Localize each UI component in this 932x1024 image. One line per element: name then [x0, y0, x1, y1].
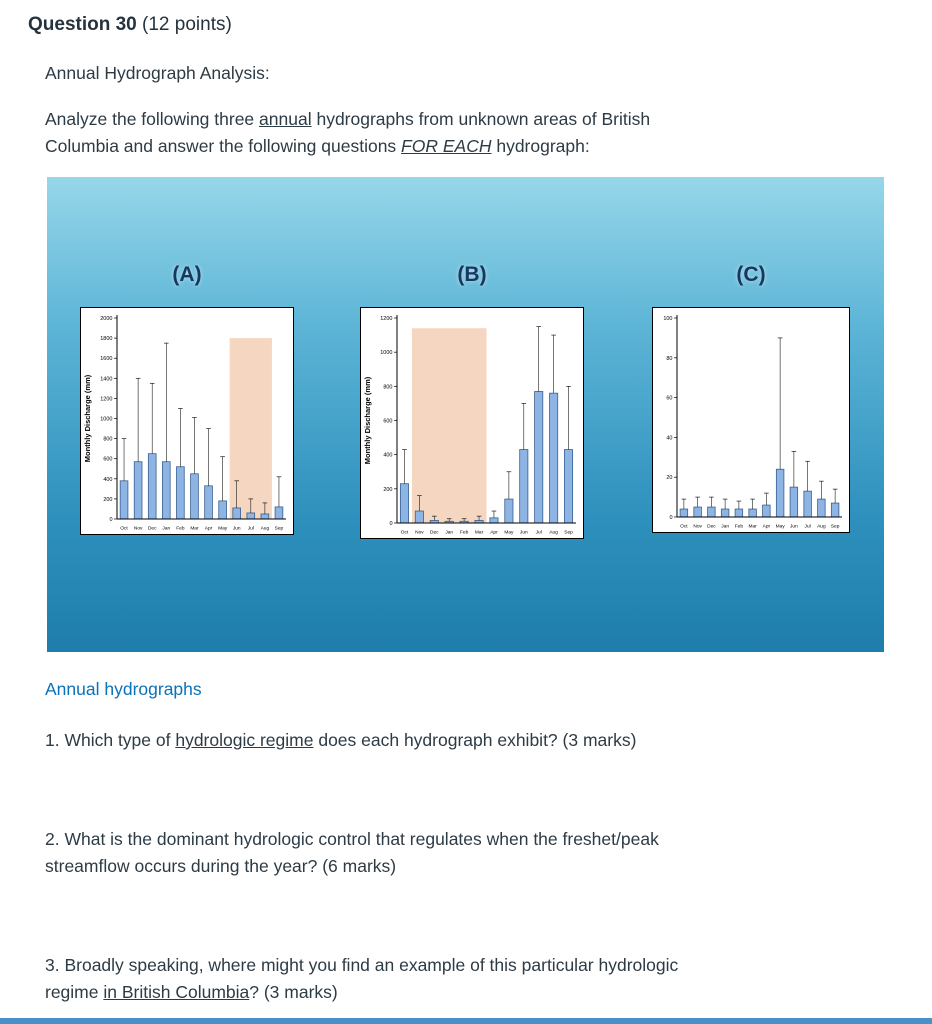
svg-text:Nov: Nov: [415, 530, 424, 536]
svg-text:Jun: Jun: [520, 530, 528, 536]
svg-text:May: May: [504, 530, 514, 536]
svg-text:400: 400: [383, 453, 392, 459]
svg-text:1600: 1600: [100, 356, 112, 362]
svg-text:Mar: Mar: [475, 530, 484, 536]
svg-text:Apr: Apr: [205, 526, 213, 532]
intro-text-3: hydrograph:: [491, 136, 590, 156]
svg-text:200: 200: [383, 487, 392, 493]
intro-underline-annual: annual: [259, 109, 312, 129]
question-title: Question 30 (12 points): [28, 14, 232, 36]
chart-column-a: (A) 0 200 400 600 800 1000 1200 1400 1600 1800 200…: [80, 263, 294, 535]
chart-column-c: (C) 0 20 40 60 80 100 Oct Nov Dec Jan Feb Mar Apr May…: [652, 263, 850, 533]
q1-text-2: does each hydrograph exhibit? (3 marks): [313, 730, 637, 750]
svg-text:Apr: Apr: [490, 530, 498, 536]
q3-text-2: ? (3 marks): [249, 982, 338, 1002]
svg-text:1000: 1000: [100, 417, 112, 423]
svg-text:0: 0: [669, 515, 672, 521]
chart-c-hydrograph: 0 20 40 60 80 100 Oct Nov Dec Jan Feb Mar Apr May Jun J…: [663, 315, 842, 530]
svg-text:Jan: Jan: [445, 530, 453, 536]
svg-text:100: 100: [663, 316, 672, 322]
svg-text:Jul: Jul: [805, 524, 811, 530]
svg-text:Nov: Nov: [134, 526, 143, 532]
svg-text:20: 20: [666, 475, 672, 481]
svg-text:600: 600: [103, 457, 112, 463]
chart-a-label: (A): [172, 263, 202, 286]
svg-text:Nov: Nov: [693, 524, 702, 530]
chart-c-label: (C): [736, 263, 766, 286]
svg-text:Jun: Jun: [790, 524, 798, 530]
chart-column-b: (B) 0 200 400 600 800 1000 1200 Oct Nov Dec Jan Feb…: [360, 263, 584, 539]
svg-text:Sep: Sep: [275, 526, 284, 532]
svg-text:600: 600: [383, 419, 392, 425]
question-3: 3. Broadly speaking, where might you fin…: [45, 952, 885, 1006]
q1-text-1: 1. Which type of: [45, 730, 176, 750]
svg-text:40: 40: [666, 435, 672, 441]
svg-text:0: 0: [389, 521, 392, 527]
svg-text:400: 400: [103, 477, 112, 483]
question-intro: Analyze the following three annual hydro…: [45, 106, 885, 160]
svg-text:1800: 1800: [100, 336, 112, 342]
svg-text:2000: 2000: [100, 316, 112, 322]
svg-text:Dec: Dec: [707, 524, 716, 530]
svg-text:Feb: Feb: [176, 526, 185, 532]
svg-text:Oct: Oct: [680, 524, 688, 530]
q3-text-1: 3. Broadly speaking, where might you fin…: [45, 955, 679, 1002]
intro-underline-for-each: FOR EACH: [401, 136, 492, 156]
chart-b-hydrograph: 0 200 400 600 800 1000 1200 Oct Nov Dec Jan Feb Mar A…: [363, 315, 576, 536]
svg-text:0: 0: [109, 517, 112, 523]
svg-text:Apr: Apr: [763, 524, 771, 530]
chart-a-hydrograph: 0 200 400 600 800 1000 1200 1400 1600 1800 2000 Oct…: [83, 315, 286, 532]
chart-c-panel: 0 20 40 60 80 100 Oct Nov Dec Jan Feb Mar Apr May Jun J…: [652, 307, 850, 533]
svg-text:May: May: [218, 526, 228, 532]
svg-text:Feb: Feb: [735, 524, 744, 530]
bottom-divider: [0, 1018, 932, 1024]
q3-underline-in-british-columbia: in British Columbia: [103, 982, 250, 1002]
svg-text:Jan: Jan: [721, 524, 729, 530]
figure-caption-link[interactable]: Annual hydrographs: [45, 679, 202, 699]
svg-text:Sep: Sep: [564, 530, 573, 536]
svg-text:May: May: [776, 524, 786, 530]
svg-text:200: 200: [103, 497, 112, 503]
svg-text:1200: 1200: [380, 316, 392, 322]
svg-text:1400: 1400: [100, 376, 112, 382]
svg-text:Jan: Jan: [162, 526, 170, 532]
hydrograph-figure: (A) 0 200 400 600 800 1000 1200 1400 1600 1800 200…: [47, 177, 884, 652]
svg-text:Dec: Dec: [148, 526, 157, 532]
svg-text:Jun: Jun: [233, 526, 241, 532]
svg-text:800: 800: [383, 384, 392, 390]
svg-text:Aug: Aug: [261, 526, 270, 532]
question-1: 1. Which type of hydrologic regime does …: [45, 727, 885, 754]
svg-text:Jul: Jul: [248, 526, 254, 532]
svg-text:1000: 1000: [380, 350, 392, 356]
svg-text:Sep: Sep: [831, 524, 840, 530]
svg-text:80: 80: [666, 356, 672, 362]
question-points: (12 points): [142, 14, 232, 35]
question-number: Question 30: [28, 14, 137, 35]
svg-text:Dec: Dec: [430, 530, 439, 536]
svg-text:1200: 1200: [100, 396, 112, 402]
svg-text:Jul: Jul: [536, 530, 542, 536]
intro-text-1: Analyze the following three: [45, 109, 260, 129]
svg-text:Aug: Aug: [817, 524, 826, 530]
svg-text:800: 800: [103, 437, 112, 443]
svg-text:Mar: Mar: [190, 526, 199, 532]
question-2: 2. What is the dominant hydrologic contr…: [45, 829, 659, 876]
svg-text:Oct: Oct: [120, 526, 128, 532]
question-subtitle: Annual Hydrograph Analysis:: [45, 63, 270, 83]
q1-underline-hydrologic-regime: hydrologic regime: [175, 730, 314, 750]
chart-b-label: (B): [457, 263, 487, 286]
intro-text-2: hydrographs from unknown areas of Britis…: [45, 109, 651, 156]
chart-b-panel: 0 200 400 600 800 1000 1200 Oct Nov Dec Jan Feb Mar A…: [360, 307, 584, 539]
svg-text:Monthly Discharge (mm): Monthly Discharge (mm): [83, 374, 92, 462]
svg-text:Feb: Feb: [460, 530, 469, 536]
svg-text:Monthly Discharge (mm): Monthly Discharge (mm): [363, 376, 372, 464]
svg-text:Oct: Oct: [401, 530, 409, 536]
svg-text:60: 60: [666, 396, 672, 402]
chart-a-panel: 0 200 400 600 800 1000 1200 1400 1600 1800 2000 Oct…: [80, 307, 294, 535]
svg-text:Mar: Mar: [748, 524, 757, 530]
svg-text:Aug: Aug: [549, 530, 558, 536]
